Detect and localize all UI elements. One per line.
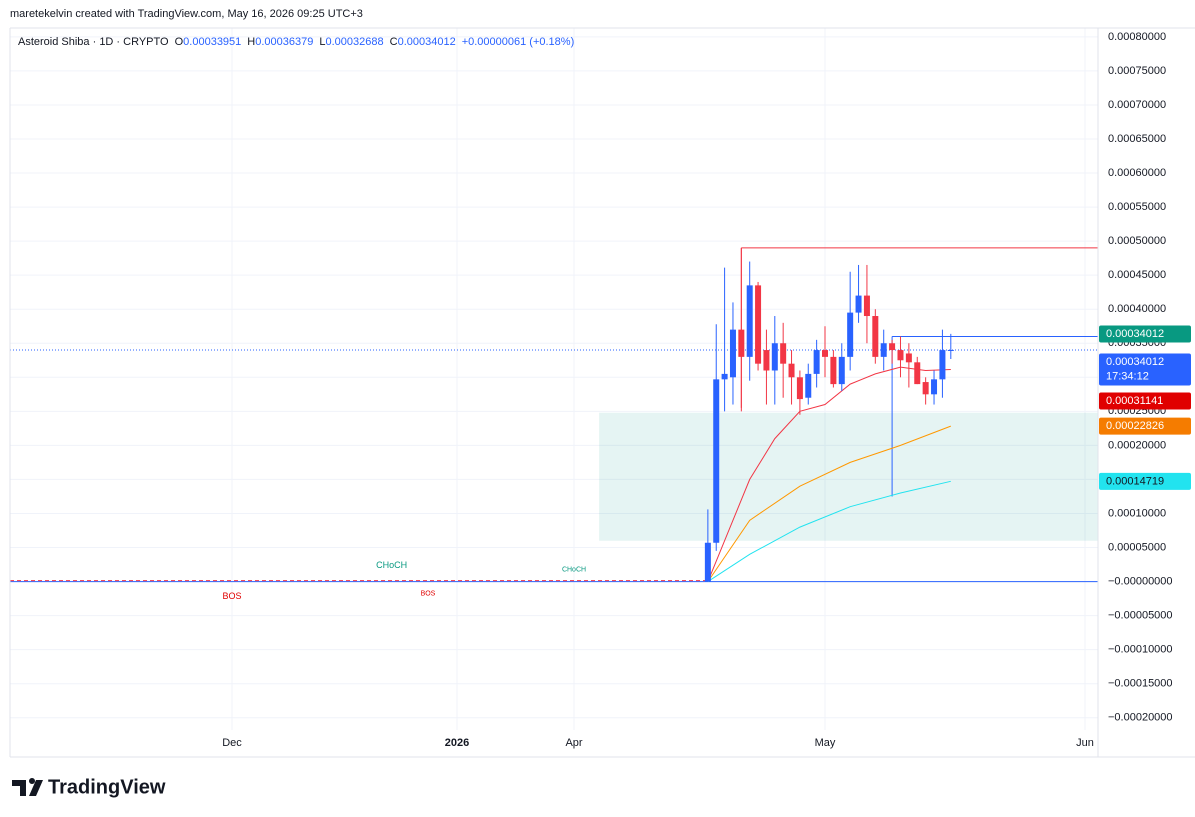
candle-body	[889, 343, 896, 351]
price-label: 0.00014719	[1099, 472, 1191, 490]
candle-body	[838, 356, 845, 385]
candle-body	[704, 542, 711, 582]
candle-body	[880, 343, 887, 357]
y-tick-label: 0.00005000	[1108, 541, 1166, 553]
logo-icon	[12, 778, 43, 796]
price-label-bg	[1099, 392, 1191, 410]
y-tick-label: −0.00010000	[1108, 644, 1173, 656]
price-label-text: 0.00034012	[1106, 328, 1164, 340]
y-tick-label: −0.00000000	[1108, 575, 1173, 587]
price-label-text: 0.00014719	[1106, 475, 1164, 487]
x-tick-label: Apr	[565, 737, 582, 749]
price-label-text: 0.00031141	[1106, 395, 1163, 407]
legend: Asteroid Shiba · 1D · CRYPTO O0.00033951 H…	[18, 36, 574, 48]
price-label: 0.00031141	[1099, 392, 1191, 410]
candle-body	[763, 350, 770, 371]
x-tick-label: 2026	[445, 737, 469, 749]
y-tick-label: −0.00020000	[1108, 712, 1173, 724]
candle-body	[931, 379, 938, 395]
annotation: CHoCH	[376, 560, 407, 570]
price-label-text: 0.00034012	[1106, 356, 1164, 368]
brand: TradingView	[48, 776, 166, 798]
y-tick-label: 0.00040000	[1108, 303, 1166, 315]
y-tick-label: −0.00015000	[1108, 678, 1173, 690]
candle-body	[863, 295, 870, 317]
candle-body	[771, 343, 778, 371]
candle-body	[847, 312, 854, 357]
legend-key: L	[319, 36, 325, 48]
moving-average	[707, 425, 951, 582]
candle-body	[822, 350, 828, 357]
y-tick-label: 0.00080000	[1108, 31, 1166, 43]
candle-body	[947, 349, 954, 351]
candle-body	[805, 373, 812, 398]
price-label: 0.00034012 17:34:12	[1099, 353, 1191, 386]
x-tick-label: Jun	[1076, 737, 1094, 749]
candle-body	[830, 356, 837, 385]
legend-value: 0.00033951	[183, 36, 241, 48]
x-tick-label: May	[815, 737, 836, 749]
moving-average	[707, 480, 951, 583]
candle-body	[905, 353, 912, 363]
y-tick-label: 0.00070000	[1108, 99, 1166, 111]
price-label: 0.00034012	[1099, 325, 1191, 343]
y-tick-label: 0.00050000	[1108, 235, 1166, 247]
zone	[599, 412, 1098, 541]
y-tick-label: 0.00045000	[1108, 269, 1166, 281]
legend-key: O	[175, 36, 184, 48]
y-tick-label: 0.00055000	[1108, 201, 1166, 213]
candle-body	[796, 377, 803, 400]
candle-body	[872, 316, 879, 357]
candle-body	[922, 382, 929, 395]
annotation: BOS	[222, 591, 241, 601]
candle-body	[729, 329, 736, 378]
candle-body	[780, 343, 787, 364]
legend-value: 0.00034012	[398, 36, 456, 48]
candle-body	[939, 350, 946, 380]
legend-value: 0.00032688	[326, 36, 384, 48]
candle-body	[897, 350, 904, 361]
plot: CHoCH CHoCH BOS BOS	[10, 28, 1098, 730]
legend-title: Asteroid Shiba · 1D · CRYPTO	[18, 36, 169, 48]
header: maretekelvin created with TradingView.co…	[10, 8, 363, 20]
candle-body	[788, 363, 795, 378]
y-tick-label: 0.00020000	[1108, 439, 1166, 451]
legend-key: H	[247, 36, 255, 48]
legend-change: +0.00000061 (+0.18%)	[462, 36, 575, 48]
price-label-text: 0.00022826	[1106, 420, 1164, 432]
y-tick-label: 0.00065000	[1108, 133, 1166, 145]
legend-value: 0.00036379	[255, 36, 313, 48]
candle-body	[755, 285, 762, 364]
y-tick-label: 0.00010000	[1108, 507, 1166, 519]
countdown: 17:34:12	[1106, 370, 1149, 382]
logo: TradingView	[12, 776, 166, 798]
candle-body	[721, 373, 728, 380]
price-label-bg	[1099, 353, 1191, 386]
candle-body	[855, 295, 862, 313]
candle-body	[738, 329, 745, 357]
y-tick-label: −0.00005000	[1108, 610, 1173, 622]
legend-key: C	[390, 36, 398, 48]
price-label-bg	[1099, 417, 1191, 435]
y-tick-label: 0.00075000	[1108, 65, 1166, 77]
candle-body	[914, 362, 921, 385]
x-tick-label: Dec	[222, 737, 242, 749]
price-label-bg	[1099, 472, 1191, 490]
candle-body	[713, 379, 720, 543]
price-label: 0.00022826	[1099, 417, 1191, 435]
price-label-bg	[1099, 325, 1191, 343]
annotation: CHoCH	[562, 566, 586, 573]
candle-body	[813, 350, 820, 374]
candle-body	[746, 285, 753, 357]
annotation: BOS	[421, 590, 436, 597]
y-tick-label: 0.00060000	[1108, 167, 1166, 179]
